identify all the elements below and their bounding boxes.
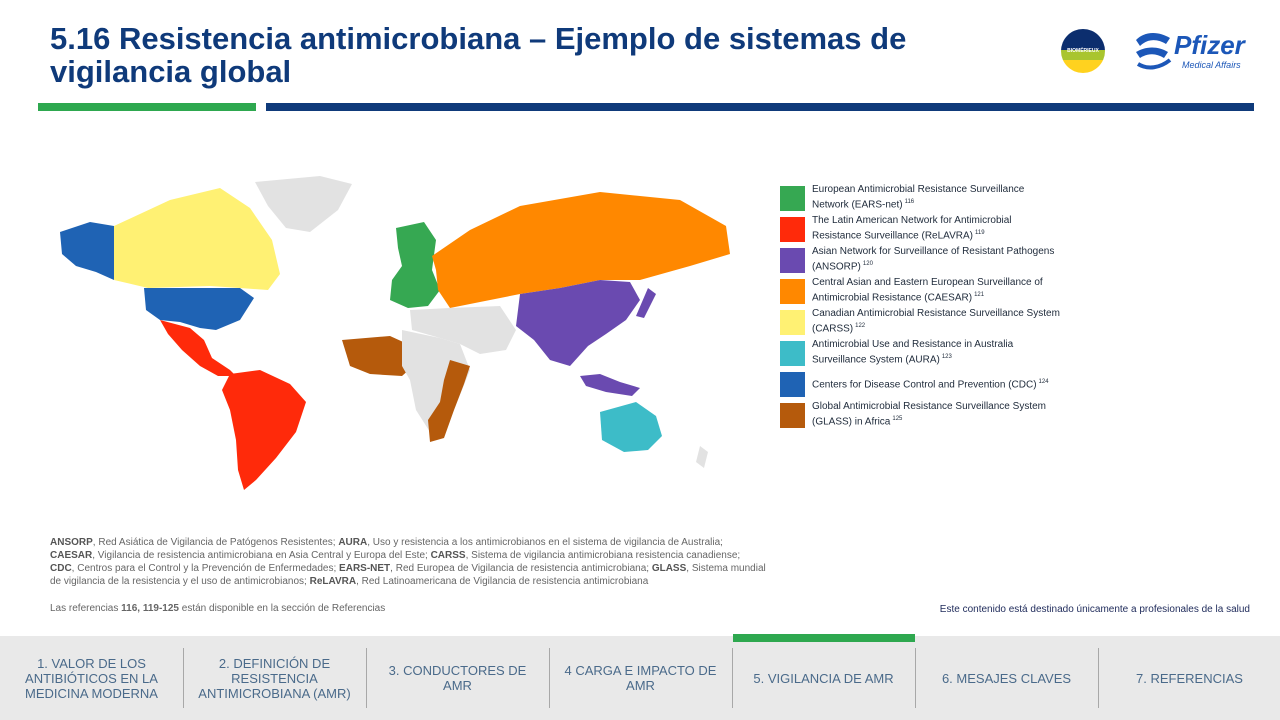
map-region-africa-east <box>428 360 470 442</box>
legend-swatch <box>780 372 805 397</box>
pfizer-logo: Pfizer Medical Affairs <box>1130 28 1255 76</box>
map-region-middle-east <box>410 306 516 354</box>
pfizer-wordmark: Pfizer <box>1174 30 1245 60</box>
map-region-new-zealand <box>696 446 708 468</box>
abbreviation-notes: ANSORP, Red Asiática de Vigilancia de Pa… <box>50 537 766 587</box>
biomerieux-logo: BIOMÉRIEUX <box>1061 29 1105 73</box>
legend-item-caesar: Central Asian and Eastern European Surve… <box>780 276 1080 307</box>
nav-divider <box>549 648 550 708</box>
legend-item-aura: Antimicrobial Use and Resistance in Aust… <box>780 338 1080 369</box>
svg-text:BIOMÉRIEUX: BIOMÉRIEUX <box>1067 46 1099 54</box>
active-tab-indicator <box>733 634 915 642</box>
nav-tab-mensajes[interactable]: 6. MESAJES CLAVES <box>941 670 1072 686</box>
legend-swatch <box>780 186 805 211</box>
title-underline-blue <box>266 103 1254 111</box>
map-region-europe <box>390 222 440 308</box>
legend-swatch <box>780 403 805 428</box>
nav-tab-referencias[interactable]: 7. REFERENCIAS <box>1136 670 1243 686</box>
nav-tab-valor[interactable]: 1. VALOR DE LOS ANTIBIÓTICOS EN LA MEDIC… <box>25 655 158 701</box>
legend-swatch <box>780 279 805 304</box>
map-region-se-asia <box>580 374 640 396</box>
nav-tab-vigilancia[interactable]: 5. VIGILANCIA DE AMR <box>753 670 894 686</box>
nav-divider <box>183 648 184 708</box>
nav-tab-conductores[interactable]: 3. CONDUCTORES DE AMR <box>388 663 527 693</box>
nav-divider <box>1098 648 1099 708</box>
nav-divider <box>732 648 733 708</box>
nav-divider <box>915 648 916 708</box>
map-legend: European Antimicrobial Resistance Survei… <box>780 183 1080 431</box>
world-surveillance-map <box>60 176 730 490</box>
map-region-south-america <box>222 370 306 490</box>
references-note: Las referencias 116, 119-125 están dispo… <box>50 603 386 614</box>
map-region-africa-west <box>342 336 420 376</box>
pfizer-subtitle: Medical Affairs <box>1182 60 1241 70</box>
nav-tab-definicion[interactable]: 2. DEFINICIÓN DE RESISTENCIA ANTIMICROBI… <box>198 655 351 701</box>
map-region-ansorp <box>516 280 640 366</box>
nav-tab-carga[interactable]: 4 CARGA E IMPACTO DE AMR <box>564 663 717 693</box>
legend-swatch <box>780 341 805 366</box>
map-region-usa <box>144 288 254 330</box>
legend-item-glass: Global Antimicrobial Resistance Surveill… <box>780 400 1080 431</box>
slide-title: 5.16 Resistencia antimicrobiana – Ejempl… <box>50 21 907 89</box>
map-region-australia <box>600 402 662 452</box>
nav-divider <box>366 648 367 708</box>
legend-item-ansorp: Asian Network for Surveillance of Resist… <box>780 245 1080 276</box>
pfizer-helix-icon <box>1136 33 1172 70</box>
hcp-disclaimer: Este contenido está destinado únicamente… <box>939 604 1250 615</box>
legend-item-relavra: The Latin American Network for Antimicro… <box>780 214 1080 245</box>
legend-item-carss: Canadian Antimicrobial Resistance Survei… <box>780 307 1080 338</box>
legend-swatch <box>780 310 805 335</box>
map-region-caesar <box>432 192 730 308</box>
legend-swatch <box>780 248 805 273</box>
section-navigation: 1. VALOR DE LOS ANTIBIÓTICOS EN LA MEDIC… <box>0 634 1280 720</box>
title-underline-green <box>38 103 256 111</box>
map-region-central-america <box>160 320 236 376</box>
map-region-japan <box>636 288 656 318</box>
map-region-alaska <box>60 222 114 280</box>
legend-swatch <box>780 217 805 242</box>
legend-item-ears-net: European Antimicrobial Resistance Survei… <box>780 183 1080 214</box>
legend-item-cdc: Centers for Disease Control and Preventi… <box>780 369 1080 400</box>
map-region-canada <box>114 188 280 290</box>
map-region-greenland <box>255 176 352 232</box>
